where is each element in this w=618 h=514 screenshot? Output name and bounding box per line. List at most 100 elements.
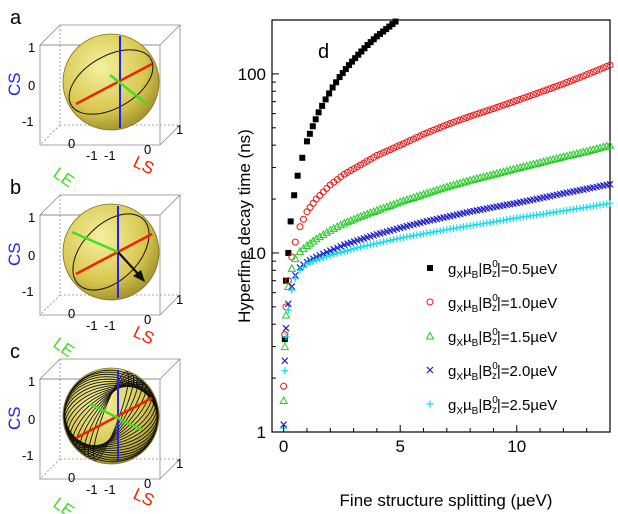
data-point bbox=[315, 232, 325, 241]
le-axis-label: LE bbox=[50, 334, 78, 361]
data-point bbox=[303, 260, 311, 268]
y-tick-label: 10 bbox=[247, 244, 266, 263]
data-point bbox=[386, 23, 393, 30]
data-point bbox=[302, 240, 312, 250]
ls-axis-line bbox=[75, 62, 153, 106]
data-point bbox=[366, 241, 374, 249]
data-point bbox=[355, 51, 362, 58]
data-point bbox=[287, 218, 294, 225]
cs-tick-top: 1 bbox=[28, 40, 35, 55]
data-point bbox=[485, 170, 495, 179]
ls-tick-mid: 0 bbox=[144, 476, 151, 491]
data-point bbox=[280, 382, 288, 390]
data-point bbox=[346, 215, 356, 224]
ls-tick-near: -1 bbox=[104, 148, 116, 163]
data-point bbox=[599, 142, 608, 151]
data-point bbox=[315, 109, 322, 116]
data-point bbox=[370, 240, 378, 248]
trajectory-path bbox=[67, 385, 155, 447]
data-point bbox=[393, 143, 401, 151]
data-point bbox=[299, 215, 307, 223]
bloch-sphere bbox=[62, 367, 160, 465]
data-point bbox=[373, 152, 381, 160]
data-point bbox=[329, 223, 339, 232]
data-point bbox=[288, 283, 296, 290]
x-axis-label: Fine structure splitting (µeV) bbox=[340, 491, 553, 510]
data-point bbox=[323, 253, 331, 261]
series-5 bbox=[280, 199, 614, 432]
trajectory-path bbox=[75, 379, 147, 453]
data-point bbox=[435, 184, 445, 193]
data-point bbox=[392, 198, 402, 207]
cs-axis-label: CS bbox=[5, 72, 24, 96]
data-point bbox=[349, 58, 356, 65]
data-point bbox=[308, 236, 318, 245]
data-point bbox=[380, 238, 388, 246]
data-point bbox=[280, 421, 288, 429]
data-point bbox=[439, 122, 447, 130]
data-point bbox=[400, 140, 408, 148]
data-point bbox=[566, 77, 574, 85]
data-point bbox=[358, 48, 365, 55]
x-tick-label: 5 bbox=[395, 437, 404, 456]
data-point bbox=[360, 242, 368, 250]
data-point bbox=[569, 149, 578, 158]
data-point bbox=[502, 166, 512, 175]
cs-tick-top: 1 bbox=[28, 210, 35, 225]
data-point bbox=[592, 144, 602, 153]
legend-label: gXµB|B0 z|=1.0µeV bbox=[448, 293, 557, 315]
data-point bbox=[483, 107, 491, 115]
data-point bbox=[529, 159, 538, 168]
data-point bbox=[595, 143, 605, 152]
legend-marker bbox=[426, 400, 434, 408]
data-point bbox=[284, 300, 292, 308]
data-point bbox=[373, 33, 380, 40]
data-point bbox=[282, 333, 290, 341]
data-point bbox=[536, 88, 544, 96]
data-point bbox=[489, 169, 498, 178]
data-point bbox=[356, 211, 365, 220]
data-point bbox=[406, 232, 414, 240]
data-point bbox=[319, 102, 326, 109]
legend-label: gXµB|B0 z|=2.5µeV bbox=[448, 395, 557, 417]
le-axis-line bbox=[71, 230, 119, 254]
plot-area bbox=[279, 18, 615, 432]
data-point bbox=[325, 225, 335, 234]
data-point bbox=[572, 148, 582, 158]
arrow-head bbox=[133, 270, 145, 282]
data-point bbox=[370, 36, 377, 43]
data-point bbox=[599, 64, 607, 72]
ls-tick-mid: 0 bbox=[144, 142, 151, 157]
data-point bbox=[382, 202, 392, 211]
x-tick-label: 0 bbox=[279, 437, 288, 456]
data-point bbox=[469, 174, 478, 183]
ls-axis-line bbox=[75, 396, 153, 440]
data-point bbox=[283, 281, 293, 290]
data-point bbox=[413, 133, 421, 141]
ls-tick-mid: 0 bbox=[144, 312, 151, 327]
data-point bbox=[343, 217, 352, 226]
data-point bbox=[493, 103, 501, 111]
cs-tick-mid: 0 bbox=[28, 78, 35, 93]
legend-marker bbox=[426, 366, 434, 374]
data-point bbox=[433, 125, 441, 133]
data-point bbox=[432, 185, 442, 194]
data-point bbox=[469, 111, 477, 119]
le-tick-near: -1 bbox=[86, 318, 98, 333]
trajectory-path bbox=[79, 377, 143, 455]
data-point bbox=[556, 81, 564, 89]
data-point bbox=[453, 117, 461, 125]
data-point bbox=[372, 205, 382, 214]
data-point bbox=[330, 250, 338, 258]
data-point bbox=[337, 248, 345, 256]
data-point bbox=[543, 86, 551, 94]
data-point bbox=[376, 150, 384, 158]
data-point bbox=[309, 257, 317, 265]
legend-label: gXµB|B0 z|=2.0µeV bbox=[448, 361, 557, 383]
data-point bbox=[523, 93, 531, 101]
data-point bbox=[559, 80, 567, 88]
data-point bbox=[375, 204, 385, 213]
data-point bbox=[589, 68, 597, 76]
data-point bbox=[476, 109, 484, 117]
